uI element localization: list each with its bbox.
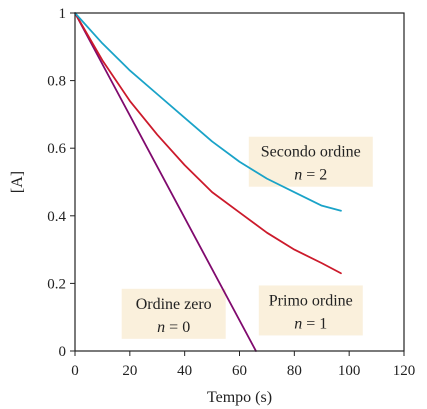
annotation-label: Primo ordine [269,292,353,309]
x-axis-title: Tempo (s) [207,389,272,406]
annotation-2: Ordine zero n = 0 [121,288,226,339]
y-tick-label: 0.2 [47,276,66,292]
x-tick-label: 20 [122,363,137,379]
y-axis-title: [A] [9,171,26,193]
series-line-0 [74,12,257,352]
annotation-equation: n = 2 [294,167,327,184]
x-tick-label: 0 [71,363,79,379]
annotation-equation: n = 1 [294,315,327,332]
series-line-2 [74,12,342,212]
y-tick-label: 0.8 [47,74,66,90]
series-line-1 [74,12,342,275]
y-tick-label: 0.4 [47,209,66,225]
annotation-0: Secondo ordine n = 2 [248,136,373,187]
x-tick-label: 80 [287,363,302,379]
x-tick-label: 40 [177,363,192,379]
annotation-label: Ordine zero [136,296,212,313]
x-tick-label: 60 [232,363,247,379]
x-tick-label: 120 [393,363,416,379]
annotation-label: Secondo ordine [261,144,361,161]
y-tick-label: 0.6 [47,141,66,157]
y-tick-label: 1 [59,6,67,22]
plot-area: Secondo ordine n = 2 Primo ordine n = 1 Ordi… [47,6,415,379]
annotation-box [258,285,363,336]
annotation-box [121,288,226,339]
x-tick-label: 100 [338,363,361,379]
annotation-box [248,136,373,187]
annotation-equation: n = 0 [157,319,190,336]
y-tick-label: 0 [59,344,67,360]
annotation-1: Primo ordine n = 1 [258,285,363,336]
